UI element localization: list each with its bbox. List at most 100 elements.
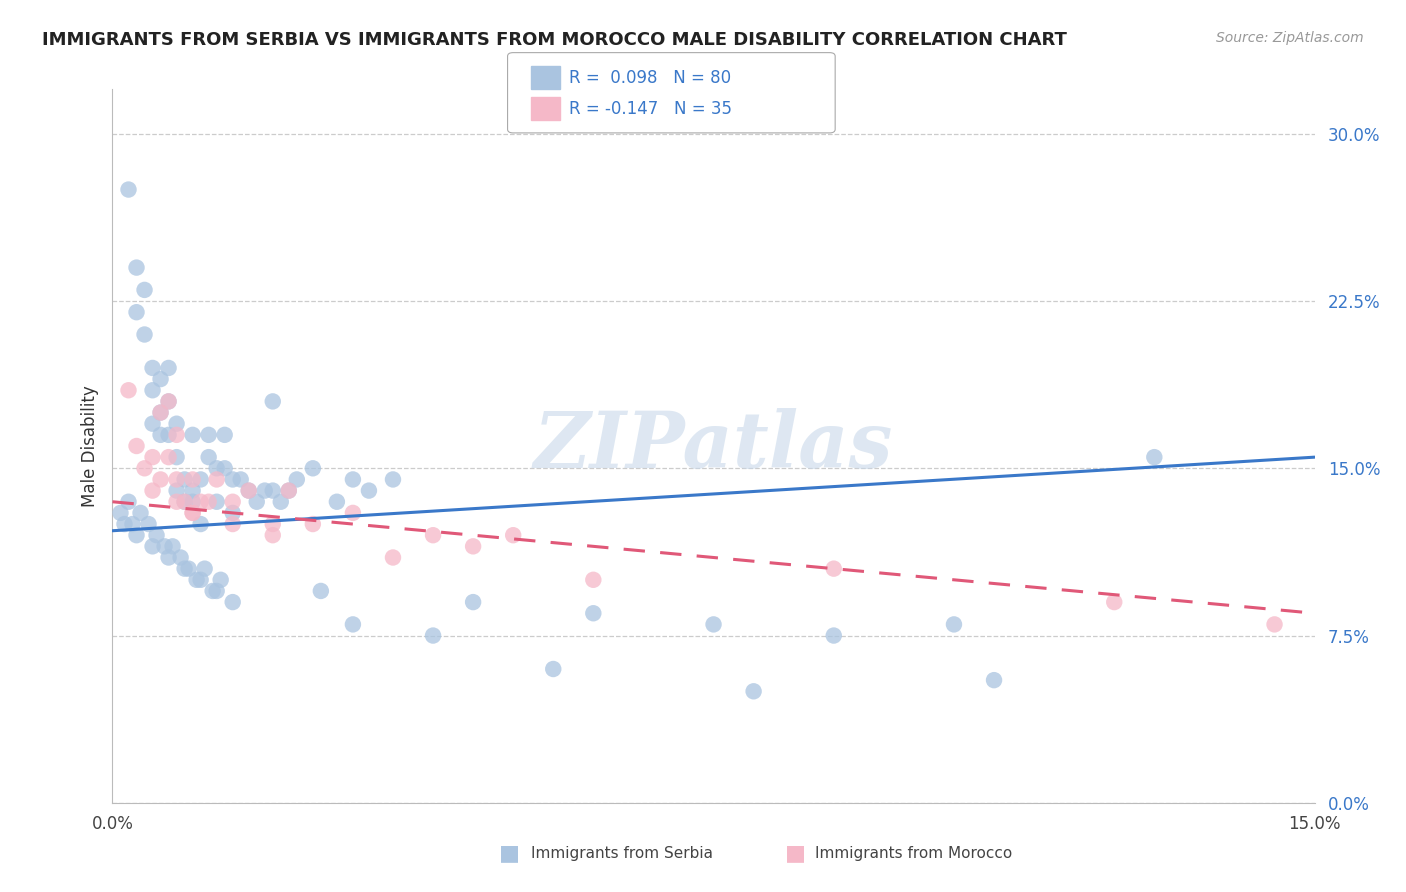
Text: Source: ZipAtlas.com: Source: ZipAtlas.com [1216, 31, 1364, 45]
Point [277, 483, 299, 498]
Point [166, 428, 188, 442]
Point [222, 494, 245, 508]
Point [181, 506, 204, 520]
Text: Immigrants from Morocco: Immigrants from Morocco [815, 847, 1012, 861]
Point [823, 562, 845, 576]
Point [422, 528, 444, 542]
Point [342, 473, 364, 487]
Point [983, 673, 1005, 687]
Point [422, 628, 444, 642]
Point [309, 583, 332, 598]
Point [197, 428, 219, 442]
Point [166, 450, 188, 464]
Point [173, 562, 195, 576]
Point [357, 483, 380, 498]
Point [141, 384, 163, 398]
Point [114, 517, 136, 532]
Point [110, 506, 132, 520]
Point [186, 573, 208, 587]
Point [197, 494, 219, 508]
Point [117, 384, 139, 398]
Point [149, 405, 172, 420]
Point [277, 483, 299, 498]
Point [125, 260, 148, 275]
Point [166, 483, 188, 498]
Point [502, 528, 524, 542]
Point [205, 473, 228, 487]
Point [190, 573, 212, 587]
Point [197, 450, 219, 464]
Point [141, 450, 163, 464]
Point [166, 473, 188, 487]
Point [582, 573, 605, 587]
Point [153, 539, 176, 553]
Point [270, 494, 292, 508]
Point [141, 360, 163, 375]
Point [169, 550, 191, 565]
Point [205, 461, 228, 475]
Point [157, 450, 180, 464]
Point [201, 583, 224, 598]
Point [149, 405, 172, 420]
Point [166, 494, 188, 508]
Point [166, 417, 188, 431]
Point [141, 539, 163, 553]
Point [342, 617, 364, 632]
Point [301, 461, 323, 475]
Point [173, 494, 195, 508]
Point [326, 494, 349, 508]
Point [229, 473, 252, 487]
Point [461, 595, 484, 609]
Point [209, 573, 232, 587]
Point [205, 583, 228, 598]
Point [181, 473, 204, 487]
Point [149, 428, 172, 442]
Point [381, 550, 405, 565]
Point [138, 517, 160, 532]
Point [121, 517, 143, 532]
Point [222, 506, 245, 520]
Point [742, 684, 765, 698]
Point [125, 528, 148, 542]
Point [246, 494, 269, 508]
Point [149, 372, 172, 386]
Text: R =  0.098   N = 80: R = 0.098 N = 80 [569, 69, 731, 87]
Point [181, 428, 204, 442]
Point [157, 394, 180, 409]
Point [177, 562, 200, 576]
Point [1264, 617, 1286, 632]
Point [162, 539, 184, 553]
Point [194, 562, 217, 576]
Y-axis label: Male Disability: Male Disability [80, 385, 98, 507]
Point [125, 305, 148, 319]
Point [342, 506, 364, 520]
Point [190, 494, 212, 508]
Point [190, 473, 212, 487]
Point [129, 506, 152, 520]
Point [823, 628, 845, 642]
Point [222, 473, 245, 487]
Point [262, 517, 284, 532]
Point [157, 394, 180, 409]
Point [190, 517, 212, 532]
Point [149, 473, 172, 487]
Text: ■: ■ [499, 844, 520, 863]
Point [214, 461, 236, 475]
Point [205, 494, 228, 508]
Point [134, 327, 156, 342]
Point [301, 517, 323, 532]
Text: IMMIGRANTS FROM SERBIA VS IMMIGRANTS FROM MOROCCO MALE DISABILITY CORRELATION CH: IMMIGRANTS FROM SERBIA VS IMMIGRANTS FRO… [42, 31, 1067, 49]
Point [582, 607, 605, 621]
Point [157, 360, 180, 375]
Point [141, 483, 163, 498]
Point [461, 539, 484, 553]
Point [238, 483, 260, 498]
Point [134, 283, 156, 297]
Point [262, 528, 284, 542]
Point [173, 494, 195, 508]
Point [125, 439, 148, 453]
Point [134, 461, 156, 475]
Text: Immigrants from Serbia: Immigrants from Serbia [531, 847, 713, 861]
Point [222, 517, 245, 532]
Point [381, 473, 405, 487]
